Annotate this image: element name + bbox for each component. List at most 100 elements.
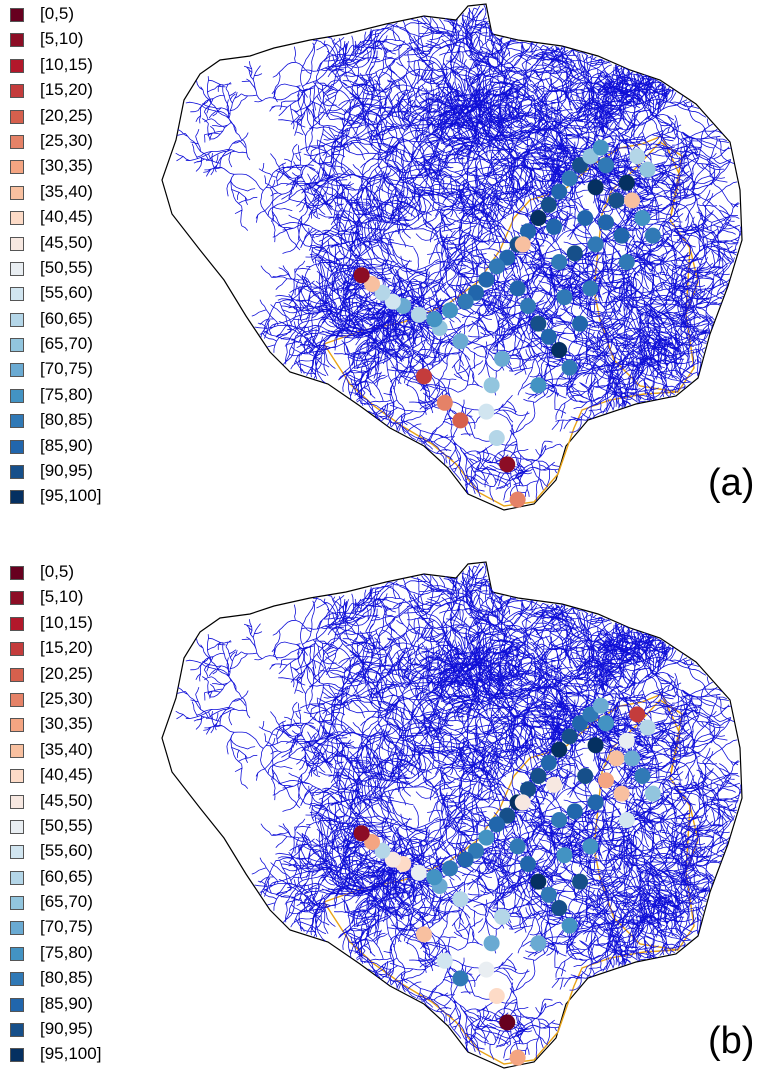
legend-swatch [10, 287, 24, 302]
panel-label: (b) [708, 1020, 755, 1062]
station-point [468, 842, 484, 859]
station-point [598, 715, 614, 732]
legend-label: [75,80) [40, 942, 93, 962]
station-point [624, 192, 640, 209]
legend-label: [5,10) [40, 29, 84, 49]
legend-swatch [10, 58, 24, 73]
station-point [598, 214, 614, 231]
station-point [483, 377, 500, 394]
legend-label: [5,10) [40, 587, 84, 607]
legend-label: [20,25) [40, 663, 93, 683]
station-point [566, 245, 583, 262]
station-point [520, 223, 536, 240]
river-network [175, 562, 742, 1065]
legend-swatch [10, 1048, 24, 1063]
station-point [618, 732, 635, 749]
legend-label: [50,55) [40, 257, 93, 277]
legend-swatch [10, 439, 24, 454]
station-point [582, 280, 599, 297]
legend-swatch [10, 616, 24, 631]
station-point [478, 403, 495, 420]
station-point [520, 856, 536, 872]
legend-swatch [10, 134, 24, 149]
legend-label: [95,100] [40, 486, 102, 506]
legend-label: [35,40) [40, 181, 93, 201]
legend-swatch [10, 490, 24, 505]
station-point [488, 258, 505, 275]
legend-label: [10,15) [40, 612, 93, 632]
station-point [478, 271, 495, 288]
legend-label: [15,20) [40, 638, 93, 658]
legend-swatch [10, 160, 24, 175]
legend-label: [65,70) [40, 334, 93, 354]
station-point [452, 891, 469, 908]
legend-swatch [10, 845, 24, 860]
legend-label: [45,50) [40, 232, 93, 252]
station-point [353, 267, 370, 284]
station-point [556, 847, 573, 864]
station-point [613, 785, 630, 802]
legend-swatch [10, 718, 24, 733]
station-point [644, 227, 661, 244]
legend-label: [25,30) [40, 130, 93, 150]
legend-label: [40,45) [40, 207, 93, 227]
legend-swatch [10, 921, 24, 936]
station-point [551, 741, 568, 758]
station-point [618, 812, 635, 828]
legend-label: [25,30) [40, 688, 93, 708]
station-point [514, 236, 531, 253]
legend-swatch [10, 642, 24, 657]
legend-swatch [10, 338, 24, 353]
station-point [577, 768, 594, 784]
station-point [613, 227, 630, 244]
station-point [488, 430, 505, 446]
legend-swatch [10, 363, 24, 378]
station-point [561, 728, 578, 745]
station-point [384, 293, 401, 310]
station-point [442, 302, 458, 319]
basin-map-b [161, 561, 743, 1069]
station-point [530, 315, 547, 332]
station-point [629, 148, 646, 165]
basin-map-a [161, 3, 743, 511]
station-point [436, 952, 453, 969]
legend-label: [20,25) [40, 105, 93, 125]
legend-swatch [10, 870, 24, 885]
legend-label: [10,15) [40, 54, 93, 74]
station-point [530, 873, 547, 890]
legend-swatch [10, 312, 24, 327]
station-point [457, 293, 474, 310]
legend-swatch [10, 465, 24, 480]
river-lines [175, 4, 742, 507]
legend-label: [90,95) [40, 1019, 93, 1039]
station-point [530, 377, 547, 394]
station-point [582, 838, 599, 855]
legend-swatch [10, 769, 24, 784]
legend-label: [55,60) [40, 841, 93, 861]
station-point [551, 900, 568, 916]
legend-swatch [10, 84, 24, 99]
station-point [546, 776, 562, 793]
station-point [540, 328, 557, 345]
station-point [561, 170, 578, 187]
station-point [551, 254, 568, 270]
legend-label: [0,5) [40, 4, 75, 23]
river-lines [175, 562, 742, 1065]
station-point [452, 333, 469, 350]
station-point [546, 218, 562, 235]
station-point [499, 807, 516, 824]
legend-swatch [10, 109, 24, 124]
station-point [587, 179, 604, 196]
station-point [592, 139, 609, 156]
legend-swatch [10, 819, 24, 834]
station-point [634, 768, 651, 784]
station-point [608, 750, 625, 767]
legend-label: [65,70) [40, 892, 93, 912]
panel-label: (a) [708, 462, 755, 504]
station-point [499, 1014, 516, 1031]
station-point [618, 254, 635, 270]
station-point [556, 289, 573, 306]
legend-label: [55,60) [40, 283, 93, 303]
station-point [530, 210, 547, 226]
station-point [353, 825, 370, 842]
